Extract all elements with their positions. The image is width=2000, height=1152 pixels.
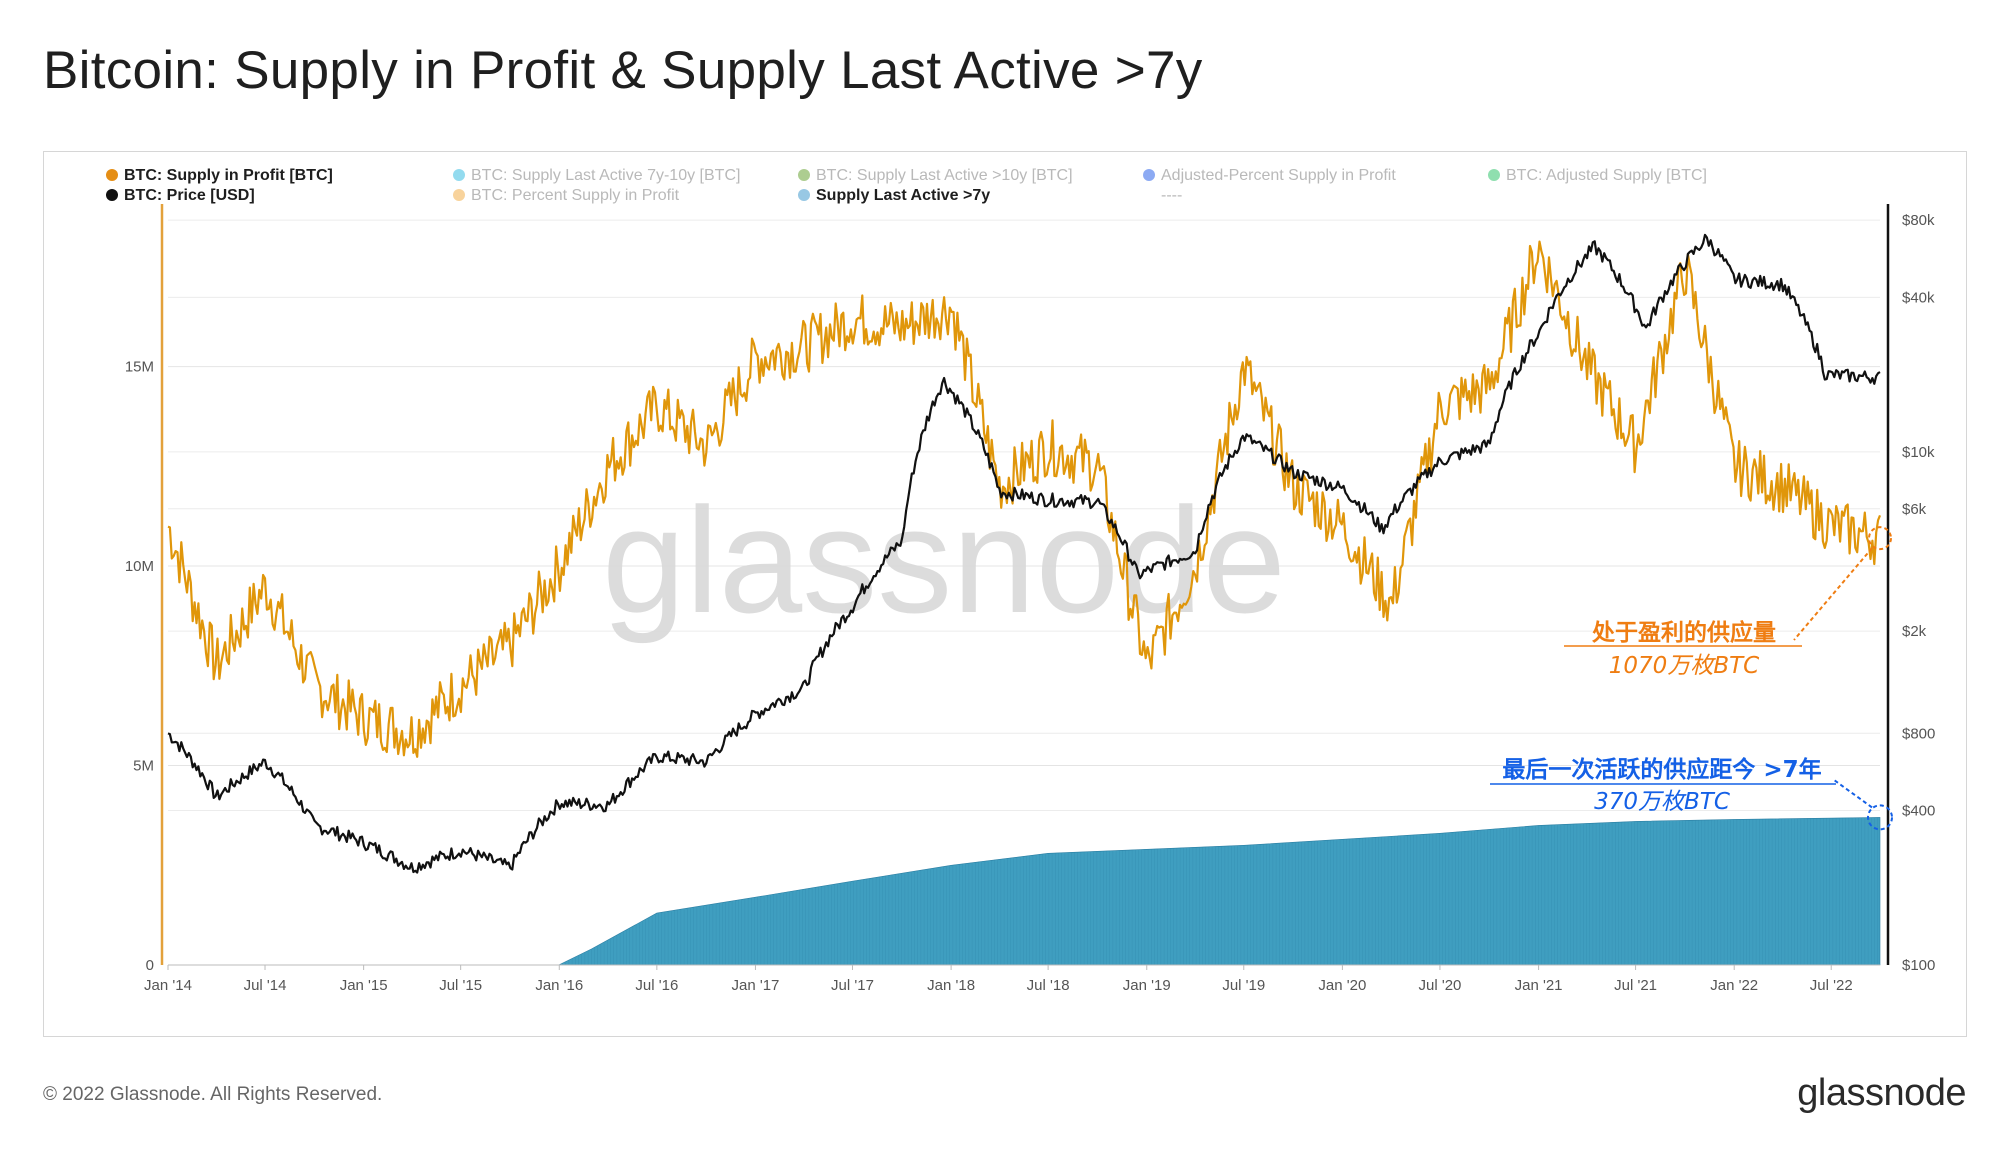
legend-item: BTC: Supply Last Active >10y [BTC] <box>798 167 1073 184</box>
legend-item: BTC: Supply in Profit [BTC] <box>106 167 333 184</box>
legend-dot <box>798 169 810 181</box>
legend-label: Supply Last Active >7y <box>816 187 990 204</box>
marker-circle-7y <box>1867 804 1893 831</box>
legend-item: BTC: Adjusted Supply [BTC] <box>1488 167 1707 184</box>
legend-item: Adjusted-Percent Supply in Profit <box>1143 167 1396 184</box>
x-tick-label: Jan '19 <box>1123 977 1171 994</box>
page-title: Bitcoin: Supply in Profit & Supply Last … <box>43 41 1203 100</box>
legend-label: Adjusted-Percent Supply in Profit <box>1161 167 1396 184</box>
legend: BTC: Supply in Profit [BTC] BTC: Supply L… <box>106 167 1707 204</box>
y-right-tick-label: $100 <box>1902 957 1935 974</box>
y-right-tick-label: $6k <box>1902 501 1927 518</box>
legend-item: ---- <box>1161 187 1182 204</box>
annotation-profit-title: 处于盈利的供应量 <box>1591 619 1776 646</box>
series-lines <box>167 233 1882 874</box>
x-tick-label: Jul '21 <box>1614 977 1657 994</box>
axes: 0 5M 10M 15M $100 $400 $800 $2k $6k $10k $40k $80k J… <box>125 204 1935 994</box>
y-right-tick-label: $800 <box>1902 725 1935 742</box>
legend-dot <box>798 189 810 201</box>
chart-frame: BTC: Supply in Profit [BTC] BTC: Supply L… <box>43 151 1967 1037</box>
leader-line-7y <box>1833 779 1873 809</box>
series-line-price <box>167 233 1881 874</box>
supply-7y-bars <box>168 817 1881 966</box>
legend-dot <box>453 169 465 181</box>
legend-label: BTC: Price [USD] <box>124 187 255 204</box>
x-tick-label: Jan '21 <box>1515 977 1563 994</box>
legend-dot <box>106 169 118 181</box>
copyright-footer: © 2022 Glassnode. All Rights Reserved. <box>43 1084 383 1105</box>
x-tick-label: Jul '18 <box>1027 977 1070 994</box>
y-left-tick-label: 10M <box>125 558 154 575</box>
y-right-tick-label: $2k <box>1902 623 1927 640</box>
x-tick-label: Jan '15 <box>340 977 388 994</box>
series-area-supply-7y <box>168 817 1881 966</box>
legend-dot <box>1488 169 1500 181</box>
x-tick-label: Jul '22 <box>1810 977 1853 994</box>
y-right-tick-label: $400 <box>1902 803 1935 820</box>
y-left-tick-label: 0 <box>146 957 154 974</box>
x-tick-label: Jan '20 <box>1318 977 1366 994</box>
y-right-tick-label: $10k <box>1902 444 1935 461</box>
brand-logo: glassnode <box>1797 1072 1966 1114</box>
x-tick-label: Jan '16 <box>535 977 583 994</box>
legend-item: BTC: Percent Supply in Profit <box>453 187 680 204</box>
y-left-tick-label: 5M <box>133 758 154 775</box>
legend-label: BTC: Percent Supply in Profit <box>471 187 680 204</box>
annotation-7y-title: 最后一次活跃的供应距今 >7年 <box>1502 756 1821 783</box>
y-left-tick-label: 15M <box>125 359 154 376</box>
x-tick-label: Jul '20 <box>1418 977 1461 994</box>
legend-dot <box>1143 169 1155 181</box>
x-tick-label: Jul '14 <box>244 977 287 994</box>
leader-line-profit <box>1793 547 1873 641</box>
x-tick-label: Jan '18 <box>927 977 975 994</box>
legend-dot <box>453 189 465 201</box>
series-line-supply-in-profit <box>167 240 1882 758</box>
annotation-profit-value: 1070万枚BTC <box>1609 653 1759 679</box>
annotation-7y-value: 370万枚BTC <box>1594 789 1730 815</box>
x-tick-label: Jul '17 <box>831 977 874 994</box>
y-right-tick-label: $80k <box>1902 212 1935 229</box>
legend-item: BTC: Supply Last Active 7y-10y [BTC] <box>453 167 740 184</box>
x-tick-label: Jul '16 <box>635 977 678 994</box>
annotations: 处于盈利的供应量 1070万枚BTC 最后一次活跃的供应距今 >7年 370万枚BTC <box>1490 526 1893 831</box>
x-tick-label: Jul '19 <box>1222 977 1265 994</box>
legend-label: BTC: Supply Last Active 7y-10y [BTC] <box>471 167 740 184</box>
y-right-tick-label: $40k <box>1902 289 1935 306</box>
legend-item: Supply Last Active >7y <box>798 187 990 204</box>
legend-label: BTC: Adjusted Supply [BTC] <box>1506 167 1707 184</box>
marker-circle-profit <box>1868 526 1892 551</box>
legend-label: ---- <box>1161 187 1182 204</box>
x-tick-label: Jan '14 <box>144 977 192 994</box>
x-tick-label: Jan '22 <box>1710 977 1758 994</box>
legend-dot <box>106 189 118 201</box>
x-tick-label: Jul '15 <box>439 977 482 994</box>
legend-label: BTC: Supply in Profit [BTC] <box>124 167 333 184</box>
chart: BTC: Supply in Profit [BTC] BTC: Supply L… <box>106 167 1935 994</box>
legend-item: BTC: Price [USD] <box>106 187 255 204</box>
legend-label: BTC: Supply Last Active >10y [BTC] <box>816 167 1073 184</box>
x-tick-label: Jan '17 <box>732 977 780 994</box>
